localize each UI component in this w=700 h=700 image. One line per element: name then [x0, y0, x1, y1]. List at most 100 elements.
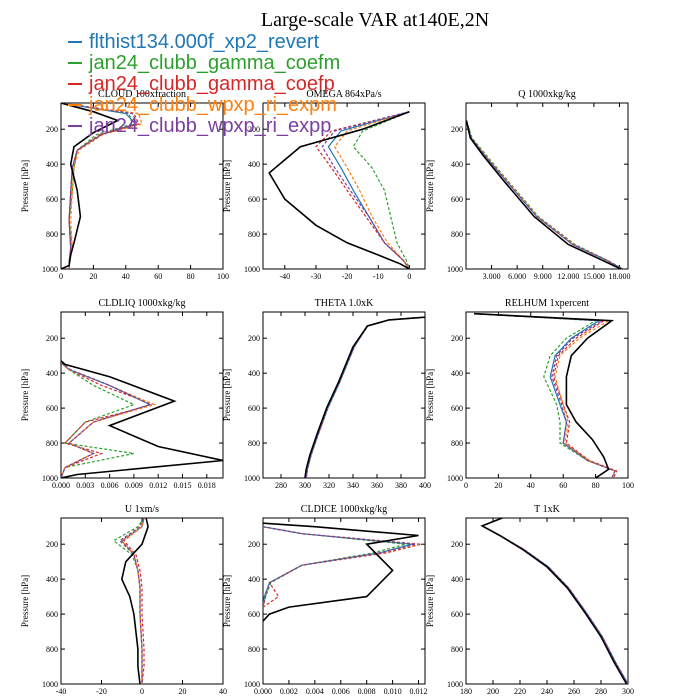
y-tick-label: 800: [451, 230, 463, 239]
x-tick-label: 380: [395, 481, 407, 490]
series-line-3: [305, 316, 425, 478]
series-line-0: [120, 518, 145, 684]
x-tick-label: 15.000: [583, 272, 605, 281]
legend-item: jan24_clubb_wpxp_ri_expp: [88, 115, 331, 137]
y-tick-label: 1000: [244, 265, 260, 274]
x-tick-label: 0.004: [306, 687, 324, 696]
y-axis-label: Pressure [hPa]: [20, 369, 30, 421]
x-tick-label: 0.015: [174, 481, 192, 490]
y-tick-label: 400: [46, 575, 58, 584]
panel-1: OMEGA 864xPa/s Pressure [hPa] 200 400 600 800…: [222, 89, 426, 281]
series-line-1: [466, 120, 624, 269]
x-tick-label: 340: [347, 481, 359, 490]
y-tick-label: 200: [451, 125, 463, 134]
series-group: [474, 312, 618, 478]
plot-frame: [60, 102, 224, 270]
y-tick-label: 600: [46, 404, 58, 413]
series-line-4: [118, 518, 145, 684]
series-line-1: [474, 313, 616, 478]
y-axis-label: Pressure [hPa]: [222, 575, 232, 627]
y-tick-label: 400: [46, 369, 58, 378]
series-line-2: [480, 518, 628, 684]
series-group: [268, 110, 410, 269]
y-tick-label: 1000: [447, 265, 463, 274]
y-tick-label: 400: [248, 369, 260, 378]
x-tick-label: 40: [219, 687, 227, 696]
series-group: [304, 316, 425, 478]
y-tick-label: 400: [451, 160, 463, 169]
series-line-3: [61, 362, 156, 478]
x-tick-label: 0: [464, 481, 468, 490]
x-tick-label: 0.006: [101, 481, 119, 490]
x-tick-label: 220: [514, 687, 526, 696]
x-tick-label: 0.012: [410, 687, 428, 696]
x-tick-label: 0: [59, 272, 63, 281]
series-line-4: [305, 316, 425, 478]
series-line-2: [315, 111, 410, 269]
y-tick-label: 600: [451, 404, 463, 413]
y-tick-label: 800: [451, 645, 463, 654]
y-tick-label: 200: [248, 334, 260, 343]
y-axis-label: Pressure [hPa]: [222, 160, 232, 212]
plot-frame: [262, 311, 426, 479]
panel-2: Q 1000xkg/kg Pressure [hPa] 200 400 600 800 10…: [425, 89, 630, 281]
reference-line: [304, 316, 425, 478]
x-tick-label: 0.009: [125, 481, 143, 490]
series-group: [480, 518, 628, 684]
series-line-3: [466, 120, 624, 269]
series-line-2: [61, 362, 157, 478]
reference-line: [263, 522, 419, 622]
y-axis-label: Pressure [hPa]: [425, 575, 435, 627]
reference-line: [480, 518, 628, 684]
x-tick-label: 0: [140, 687, 144, 696]
y-tick-label: 600: [451, 195, 463, 204]
x-tick-label: 60: [559, 481, 567, 490]
x-tick-label: 20: [494, 481, 502, 490]
x-tick-label: -40: [279, 272, 290, 281]
series-line-4: [321, 111, 410, 269]
y-axis-label: Pressure [hPa]: [425, 160, 435, 212]
y-tick-label: 400: [248, 160, 260, 169]
series-line-0: [305, 316, 425, 478]
x-tick-label: 80: [187, 272, 195, 281]
panel-7: CLDICE 1000xkg/kg Pressure [hPa] 200 400 600…: [222, 504, 428, 696]
x-tick-label: 18.000: [608, 272, 630, 281]
plot-frame: [465, 311, 629, 479]
reference-line: [268, 110, 410, 269]
y-tick-label: 1000: [244, 474, 260, 483]
series-line-1: [61, 362, 136, 478]
x-tick-label: 360: [371, 481, 383, 490]
y-tick-label: 200: [46, 540, 58, 549]
x-tick-label: 80: [592, 481, 600, 490]
figure-title: Large-scale VAR at140E,2N: [261, 9, 489, 31]
x-tick-label: 0.010: [384, 687, 402, 696]
x-tick-label: 0.006: [332, 687, 350, 696]
y-tick-label: 800: [451, 439, 463, 448]
series-line-3: [333, 111, 410, 269]
series-line-1: [352, 111, 410, 269]
x-tick-label: 300: [299, 481, 311, 490]
panel-title: Q 1000xkg/kg: [518, 89, 576, 100]
panel-title: CLDICE 1000xkg/kg: [301, 504, 387, 515]
series-line-1: [480, 518, 628, 684]
y-tick-label: 600: [451, 610, 463, 619]
y-tick-label: 1000: [42, 680, 58, 689]
plot-frame: [262, 102, 426, 270]
y-tick-label: 800: [248, 645, 260, 654]
y-tick-label: 1000: [42, 265, 58, 274]
y-tick-label: 1000: [447, 474, 463, 483]
plot-frame: [465, 517, 629, 685]
y-tick-label: 400: [248, 575, 260, 584]
series-line-3: [480, 518, 628, 684]
plot-frame: [262, 517, 426, 685]
series-line-4: [263, 526, 417, 608]
x-tick-label: 280: [275, 481, 287, 490]
plot-frame: [60, 311, 224, 479]
legend-item: jan24_clubb_wpxp_ri_expm: [88, 94, 337, 116]
panel-title: U 1xm/s: [125, 504, 159, 515]
x-tick-label: 9.000: [534, 272, 552, 281]
